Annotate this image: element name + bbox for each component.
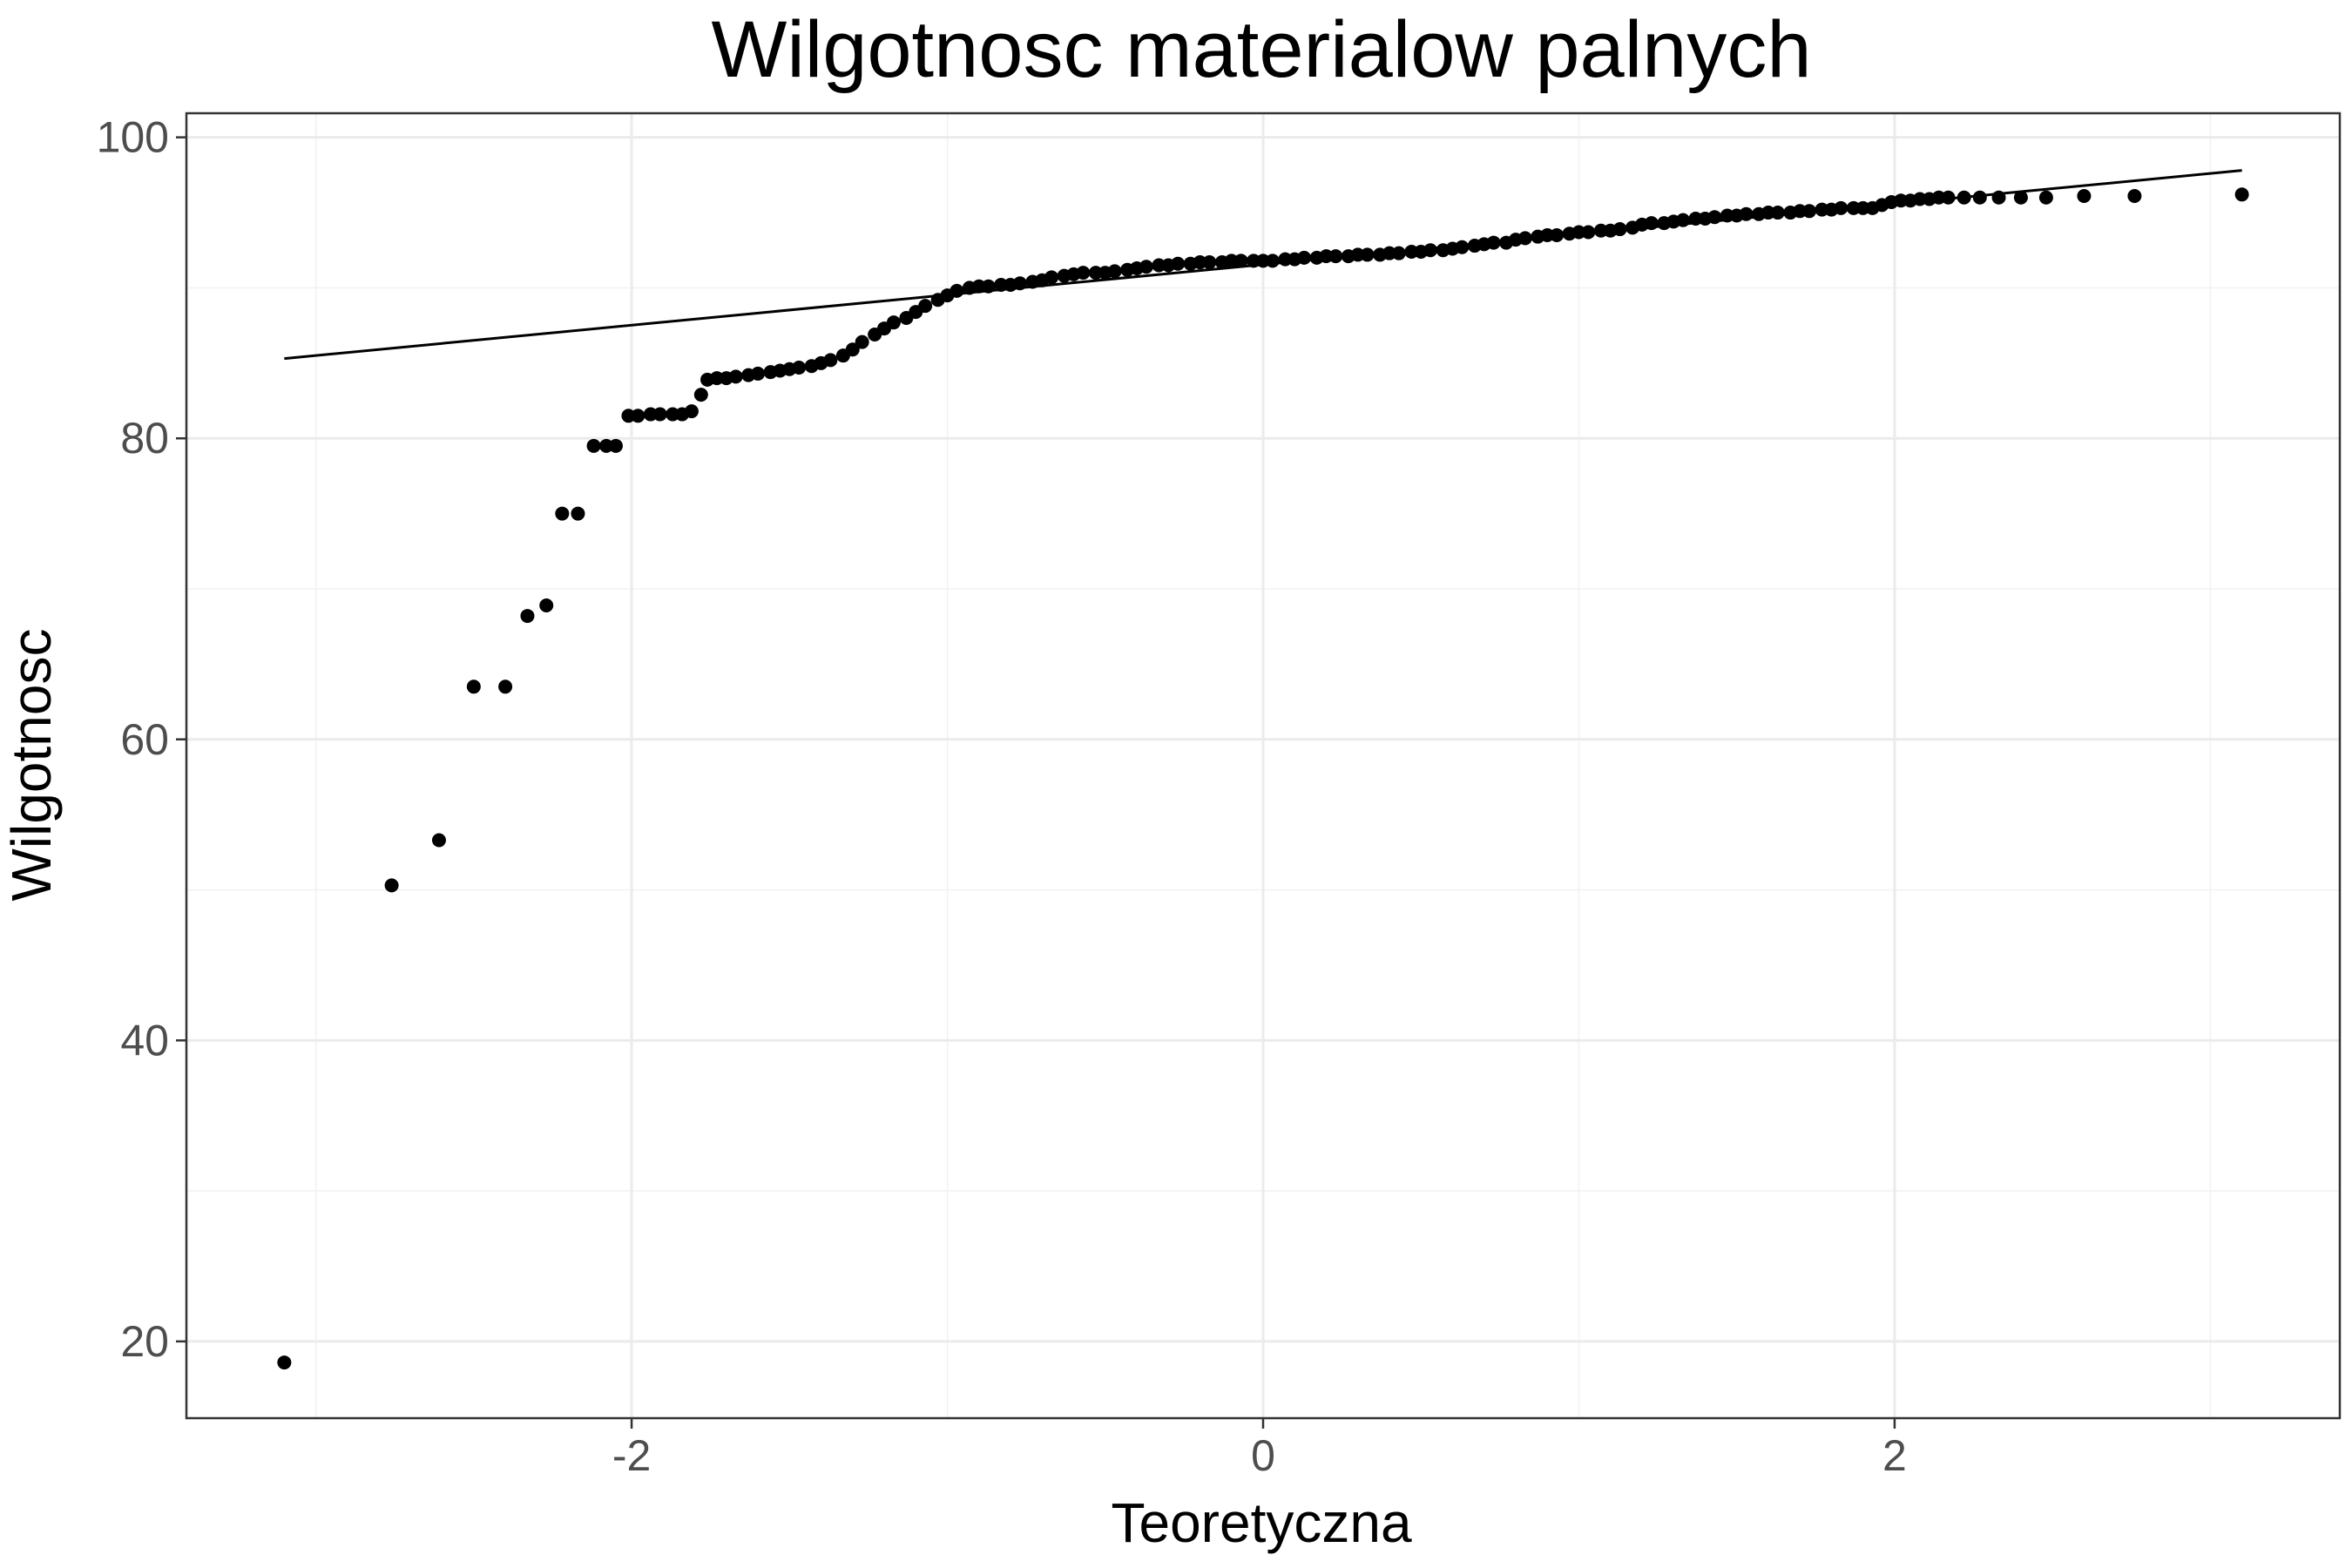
data-point <box>1455 240 1470 254</box>
data-point <box>981 279 996 294</box>
data-point <box>2013 190 2028 205</box>
data-point <box>555 506 570 521</box>
y-axis: 20 40 60 80 100 <box>97 113 186 1366</box>
data-point <box>1012 276 1027 291</box>
data-point <box>539 598 554 612</box>
data-point <box>918 299 933 314</box>
data-points <box>277 187 2249 1370</box>
data-point <box>431 833 446 848</box>
data-point <box>2127 189 2142 204</box>
x-axis-title: Teoretyczna <box>1111 1491 1411 1554</box>
data-point <box>1517 231 1532 246</box>
data-point <box>608 438 623 453</box>
data-point <box>1550 227 1565 242</box>
y-tick-label: 80 <box>120 414 169 463</box>
y-tick-label: 20 <box>120 1317 169 1366</box>
data-point <box>2234 187 2249 202</box>
data-point <box>1676 213 1691 227</box>
y-tick-label: 60 <box>120 715 169 764</box>
data-point <box>792 360 807 375</box>
y-axis-title: Wilgotnosc <box>0 629 63 902</box>
data-point <box>693 388 708 402</box>
data-point <box>728 369 743 384</box>
data-point <box>2077 189 2092 204</box>
data-point <box>1486 235 1501 250</box>
data-point <box>823 353 838 368</box>
x-tick-label: -2 <box>612 1431 651 1480</box>
x-axis: -2 0 2 <box>612 1418 1907 1480</box>
data-point <box>1957 190 1971 205</box>
data-point <box>1171 256 1186 271</box>
data-point <box>1991 190 2006 205</box>
data-point <box>277 1355 292 1370</box>
y-tick-label: 100 <box>97 113 169 162</box>
data-point <box>886 315 901 330</box>
data-point <box>1360 247 1375 262</box>
data-point <box>1076 266 1091 280</box>
data-point <box>1644 216 1659 231</box>
data-point <box>498 679 513 694</box>
chart-title: Wilgotnosc materialow palnych <box>712 5 1812 94</box>
data-point <box>751 366 766 381</box>
data-point <box>466 679 481 694</box>
data-point <box>1707 210 1722 225</box>
data-point <box>1802 204 1817 219</box>
data-point <box>1139 260 1153 274</box>
data-point <box>1770 206 1785 220</box>
data-point <box>1391 246 1406 260</box>
data-point <box>652 407 667 422</box>
data-point <box>520 609 535 624</box>
data-point <box>586 438 601 453</box>
data-point <box>1265 253 1280 268</box>
data-point <box>1581 225 1596 240</box>
data-point <box>1107 264 1122 279</box>
data-point <box>1202 255 1217 270</box>
data-point <box>384 878 399 893</box>
x-tick-label: 0 <box>1251 1431 1275 1480</box>
data-point <box>631 409 645 423</box>
data-point <box>845 342 860 357</box>
data-point <box>1233 253 1248 268</box>
data-point <box>1739 206 1754 221</box>
y-tick-label: 40 <box>120 1016 169 1064</box>
data-point <box>1941 190 1956 205</box>
data-point <box>1297 250 1312 265</box>
data-point <box>1612 222 1627 237</box>
x-tick-label: 2 <box>1882 1431 1907 1480</box>
data-point <box>1328 249 1343 264</box>
data-point <box>2038 190 2053 205</box>
data-point <box>855 335 869 349</box>
data-point <box>684 404 699 419</box>
data-point <box>1834 200 1848 215</box>
data-point <box>1423 243 1438 258</box>
major-gridlines <box>186 113 2340 1418</box>
data-point <box>950 283 964 298</box>
data-point <box>1044 270 1059 285</box>
data-point <box>1972 190 1987 205</box>
data-point <box>571 506 585 521</box>
